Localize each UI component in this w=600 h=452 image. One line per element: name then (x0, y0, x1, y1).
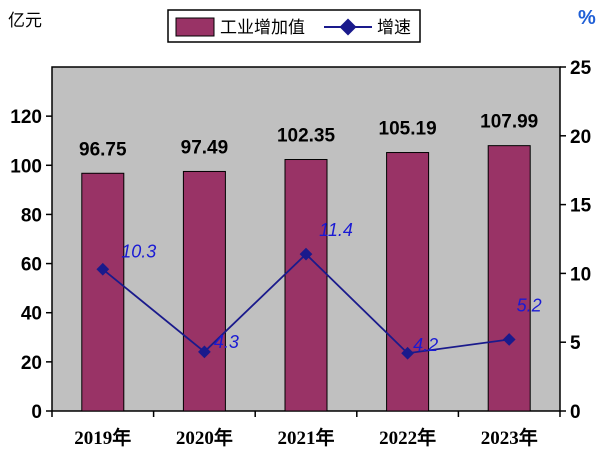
growth-rate-label: 5.2 (517, 295, 542, 315)
y-left-tick-label: 80 (21, 205, 42, 226)
growth-rate-label: 10.3 (121, 241, 156, 261)
bar-value-label: 105.19 (379, 119, 437, 140)
y-right-tick-label: 20 (570, 127, 591, 148)
bar (386, 152, 430, 412)
y-left-tick-label: 100 (10, 156, 42, 177)
legend: 工业增加值 增速 (167, 9, 421, 43)
bar-value-label: 96.75 (79, 139, 127, 160)
growth-rate-point (96, 262, 110, 276)
growth-rate-point (198, 345, 211, 359)
bar-value-label: 97.49 (181, 137, 229, 158)
y-left-unit: 亿元 (8, 11, 42, 31)
y-left-tick-label: 60 (21, 255, 42, 276)
x-tick-label: 2023年 (481, 426, 538, 449)
bar-value-label: 102.35 (277, 126, 336, 147)
x-tick-label: 2021年 (277, 426, 334, 449)
bar (81, 172, 125, 412)
growth-rate-label: 4.2 (413, 335, 438, 355)
legend-line-label: 增速 (377, 18, 411, 38)
y-right-tick-label: 25 (570, 58, 592, 79)
legend-bar-label: 工业增加值 (220, 18, 305, 38)
bar-value-label: 107.99 (480, 112, 538, 133)
bar (487, 145, 531, 412)
y-right-tick-label: 5 (570, 333, 581, 354)
y-left-tick-label: 40 (21, 304, 42, 325)
y-left-tick-label: 0 (31, 402, 42, 423)
growth-rate-point (401, 346, 414, 360)
growth-rate-label: 11.4 (319, 220, 353, 240)
y-right-tick-label: 10 (570, 264, 591, 285)
bar (284, 159, 328, 412)
x-tick-label: 2020年 (176, 426, 233, 449)
y-right-unit: % (578, 7, 596, 29)
bar (182, 170, 226, 412)
plot-layer: 0 20 40 60 80 100 120 0 5 10 15 20 25 96.75 97.49 102.3… (10, 58, 591, 449)
growth-rate-label: 4.3 (214, 332, 239, 352)
y-left-tick-label: 20 (21, 353, 42, 374)
y-right-tick-label: 0 (570, 402, 581, 423)
y-left-tick-label: 120 (10, 107, 42, 128)
legend-bar-swatch (175, 17, 215, 37)
y-right-tick-label: 15 (570, 196, 592, 217)
x-tick-label: 2022年 (379, 426, 436, 449)
x-tick-label: 2019年 (74, 426, 131, 449)
